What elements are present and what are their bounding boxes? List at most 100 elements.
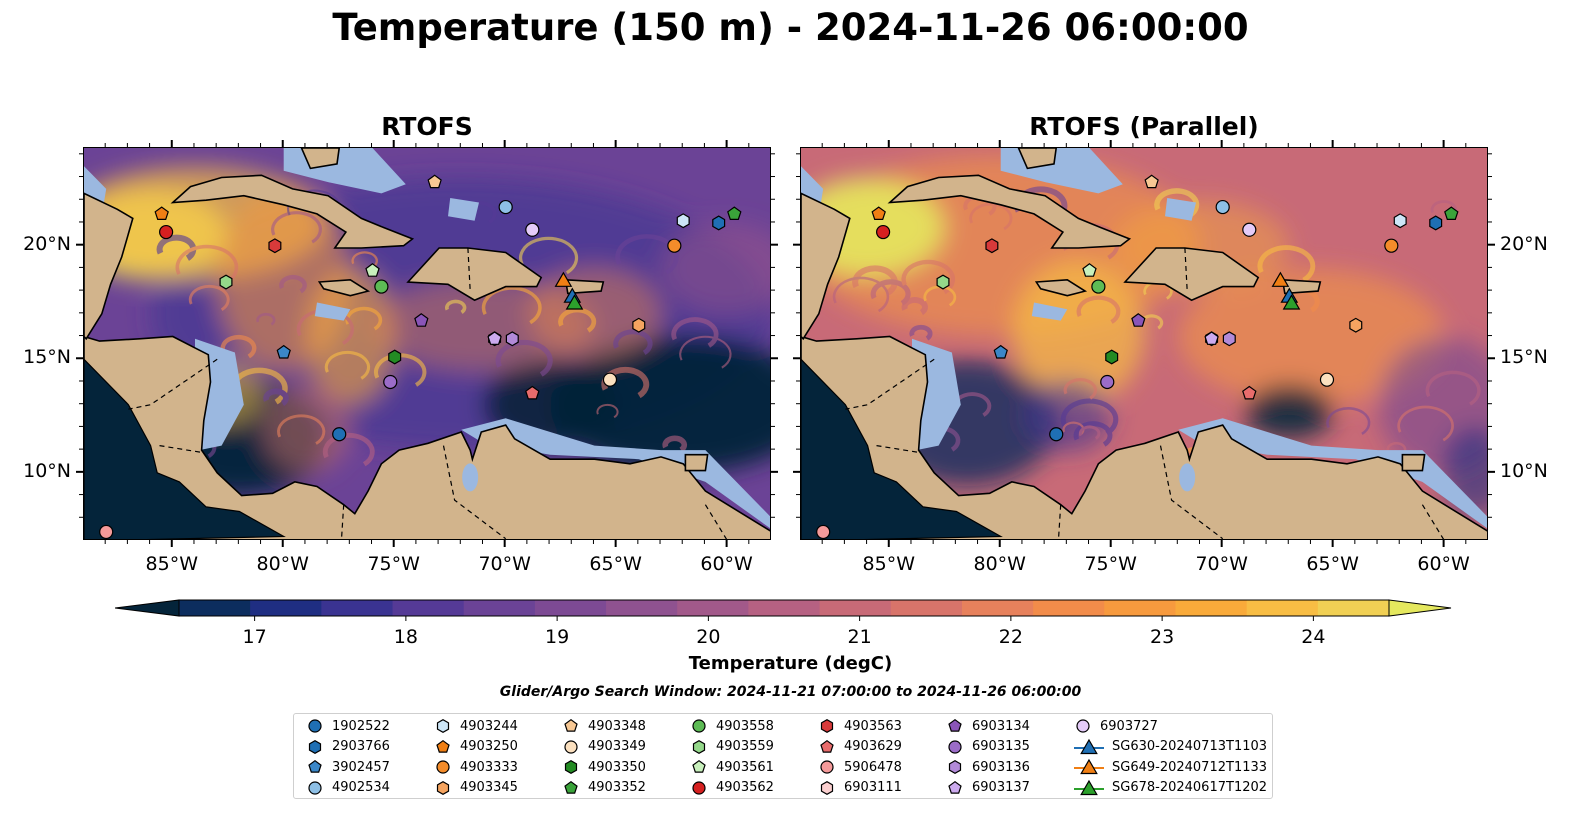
eddy-filament bbox=[175, 244, 239, 285]
legend-item: 6903136 bbox=[946, 757, 1030, 777]
legend-item: SG630-20240713T1103 bbox=[1074, 737, 1267, 757]
platform-4903629 bbox=[1242, 385, 1257, 400]
eddy-filament bbox=[445, 299, 467, 314]
platform-4903349 bbox=[602, 372, 618, 387]
figure-title: Temperature (150 m) - 2024-11-26 06:00:0… bbox=[332, 6, 1249, 49]
temperature-anomaly bbox=[527, 268, 662, 360]
lon-tick-label: 85°W bbox=[145, 553, 198, 575]
legend-marker-hexagon bbox=[308, 739, 322, 754]
platform-4903558 bbox=[1091, 279, 1106, 294]
country-border bbox=[1159, 445, 1224, 539]
caicos-bank bbox=[448, 198, 479, 221]
legend-marker-circle bbox=[820, 760, 834, 774]
lon-tick-label: 70°W bbox=[1195, 553, 1248, 575]
panel-title-rtofs-parallel: RTOFS (Parallel) bbox=[1029, 112, 1259, 141]
platform-markers bbox=[816, 174, 1459, 539]
legend-marker-hexagon bbox=[820, 780, 834, 795]
pedro-bank bbox=[314, 302, 351, 321]
country-borders bbox=[128, 247, 728, 539]
lon-tick-label: 70°W bbox=[478, 553, 531, 575]
lon-tick-label: 80°W bbox=[256, 553, 309, 575]
eddy-filament bbox=[901, 297, 928, 316]
legend-item: 4903348 bbox=[562, 716, 646, 736]
country-border bbox=[159, 445, 202, 453]
colorbar-segment bbox=[1246, 600, 1319, 616]
colorbar-segment bbox=[1033, 600, 1105, 616]
eddy-filament bbox=[373, 353, 427, 387]
legend-item: 1902522 bbox=[306, 716, 390, 736]
legend-label: 2903766 bbox=[332, 739, 390, 754]
land-central-america bbox=[84, 335, 770, 539]
platform-4903250 bbox=[871, 206, 886, 221]
legend-marker-triangle bbox=[1074, 758, 1104, 775]
platform-4903350 bbox=[388, 349, 402, 365]
eddy-filament bbox=[1078, 425, 1101, 440]
legend-item: SG678-20240617T1202 bbox=[1074, 778, 1267, 798]
lon-tick-label: 75°W bbox=[1084, 553, 1137, 575]
platform-6903727 bbox=[1242, 222, 1257, 237]
legend-item: 4903559 bbox=[690, 737, 774, 757]
eddy-filament bbox=[671, 317, 719, 348]
caicos-bank bbox=[1165, 198, 1196, 221]
pacific-ocean bbox=[84, 358, 286, 539]
legend-label: 4903558 bbox=[716, 718, 774, 734]
legend-marker-pentagon bbox=[948, 718, 962, 732]
eddy-filament bbox=[832, 276, 890, 313]
legend-marker-pentagon bbox=[436, 739, 450, 753]
legend-item: 4903562 bbox=[690, 778, 774, 798]
legend-label: 4903244 bbox=[460, 718, 518, 734]
lake-maracaibo bbox=[1179, 463, 1196, 492]
legend-item: 6903727 bbox=[1074, 716, 1158, 736]
legend-label: 6903136 bbox=[972, 759, 1030, 775]
platform-3902457 bbox=[276, 344, 291, 359]
legend-label: 4903345 bbox=[460, 780, 518, 795]
legend-label: 6903134 bbox=[972, 718, 1030, 734]
eddy-filament bbox=[519, 236, 579, 275]
land-hispaniola bbox=[1123, 247, 1260, 302]
legend-marker-circle bbox=[436, 760, 450, 774]
platform-4903561 bbox=[1082, 263, 1097, 277]
lat-tick-label: 10°N bbox=[1500, 459, 1548, 482]
legend-label: SG678-20240617T1202 bbox=[1112, 780, 1268, 795]
platform-1902522 bbox=[1049, 427, 1064, 442]
eddy-filament bbox=[679, 335, 732, 369]
colorbar-tick-label: 21 bbox=[848, 626, 872, 648]
venezuela-shelf bbox=[461, 418, 770, 529]
platform-SG649-20240712T1133 bbox=[554, 271, 573, 287]
platform-4903350 bbox=[1105, 349, 1119, 365]
colorbar-label: Temperature (degC) bbox=[688, 653, 893, 674]
legend-item: 5906478 bbox=[818, 757, 902, 777]
eddy-filament bbox=[324, 350, 371, 380]
temperature-anomaly bbox=[661, 222, 770, 314]
land-jamaica bbox=[1034, 278, 1088, 297]
legend-marker-circle bbox=[1076, 719, 1090, 733]
legend-label: 4903629 bbox=[844, 739, 902, 754]
platform-4903348 bbox=[1144, 174, 1159, 189]
venezuela-shelf bbox=[1178, 418, 1487, 529]
colorbar-segment bbox=[677, 600, 749, 616]
platform-SG678-20240617T1202 bbox=[1282, 294, 1301, 310]
eddy-filament bbox=[351, 251, 378, 269]
legend-label: 6903137 bbox=[972, 780, 1030, 795]
platform-6903134 bbox=[414, 313, 429, 327]
lon-tick-label: 60°W bbox=[700, 553, 753, 575]
country-borders bbox=[845, 247, 1445, 539]
legend-marker-pentagon bbox=[948, 780, 962, 794]
platform-4903352 bbox=[1444, 206, 1459, 221]
legend-item: 6903134 bbox=[946, 716, 1030, 736]
legend-label: 1902522 bbox=[332, 718, 390, 734]
legend-marker-circle bbox=[308, 719, 322, 733]
platform-6903727 bbox=[525, 222, 540, 237]
map-canvas-rtofs bbox=[84, 148, 770, 539]
platform-4902534 bbox=[498, 199, 513, 215]
panel-title-rtofs: RTOFS bbox=[381, 112, 473, 141]
platform-2903766 bbox=[1429, 215, 1443, 231]
colorbar-frame bbox=[178, 599, 1390, 617]
lon-tick-label: 65°W bbox=[589, 553, 642, 575]
temperature-anomaly bbox=[1244, 384, 1334, 439]
eddy-filament bbox=[662, 435, 688, 453]
colorbar-tick-label: 19 bbox=[545, 626, 569, 648]
land-puerto-rico bbox=[1281, 278, 1322, 295]
platform-4903562 bbox=[876, 224, 891, 240]
legend-marker-hexagon bbox=[436, 780, 450, 795]
